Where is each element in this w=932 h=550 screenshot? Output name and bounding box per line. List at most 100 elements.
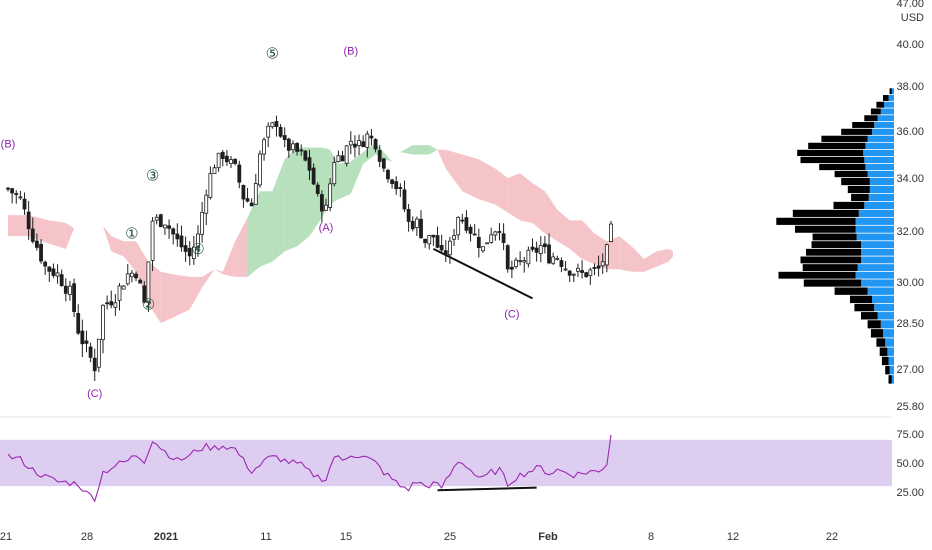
candle-body [505,245,510,270]
cloud-segment-bearish [214,269,223,275]
candle-body [39,243,43,262]
price-trend-line[interactable] [432,247,533,300]
cloud-segment-bullish [297,147,310,247]
volume-profile-up-bar [869,185,894,194]
volume-profile-down-bar [803,279,861,287]
candle-body [369,135,374,139]
cloud-segment-bearish [102,225,112,252]
cloud-segment-bullish [350,152,364,194]
candle-body [427,235,432,245]
candle-body [571,273,576,276]
candle-body [468,226,473,234]
volume-profile-down-bar [812,233,857,241]
cloud-segment-bearish [189,276,203,310]
candle-body [6,187,10,190]
cloud-segment-bearish [202,269,215,288]
cloud-segment-bullish [284,147,298,252]
cloud-segment-bullish [338,161,351,200]
candle-body [534,247,539,253]
volume-profile-up-bar [867,135,894,142]
volume-profile-up-bar [857,264,894,271]
candle-body [361,141,366,148]
wave-label: (B) [1,138,16,150]
rsi-trend-line[interactable] [437,486,537,492]
candle-body [340,155,345,162]
volume-profile-up-bar [865,142,894,149]
candle-body [423,238,428,244]
cloud-segment-bullish [259,191,273,267]
candle-body [14,193,19,195]
candle-body [476,236,481,249]
volume-profile-up-bar [872,295,894,304]
time-tick-label: 2021 [154,531,178,543]
candle-body [138,279,143,284]
volume-profile-down-bar [876,338,886,347]
candle-body [530,246,535,250]
candle-body [167,225,171,229]
cloud-segment-bearish [111,236,124,257]
candle-body [291,143,295,151]
volume-profile-up-bar [868,193,894,202]
candle-body [315,184,320,194]
candle-body [514,259,518,268]
candle-body [216,152,221,169]
price-tick-label: 30.00 [896,277,924,289]
candle-body [410,220,415,230]
candle-body [538,245,543,254]
volume-profile-up-bar [877,312,894,320]
volume-profile-down-bar [870,108,881,115]
cloud-segment-bearish [123,241,137,272]
candle-body [270,122,275,128]
candle-body [448,240,452,256]
candle-body [208,173,213,198]
candle-body [105,302,110,305]
candle-body [125,273,130,285]
candle-body [559,260,564,267]
volume-profile-up-bar [891,375,894,384]
volume-profile-up-bar [858,209,894,217]
price-tick-label: 40.00 [896,39,924,51]
rsi-pane[interactable] [0,434,892,503]
candle-body [551,256,556,264]
candle-body [344,145,349,164]
cloud-segment-bearish [544,191,558,242]
candle-body [543,243,547,248]
cloud-segment-bearish [445,149,463,192]
volume-profile-down-bar [819,163,866,171]
volume-profile-down-bar [800,256,861,264]
cloud-segment-bearish [644,251,657,272]
candle-body [406,209,411,222]
candle-body [30,228,35,242]
cloud-segment-bearish [532,183,545,234]
candle-body [134,273,138,279]
candle-body [439,244,444,251]
price-tick-label-partial: 47.00 [896,0,924,10]
volume-profile-down-bar [800,156,865,164]
candle-body [295,143,300,152]
volume-profile-down-bar [834,287,868,295]
candle-body [472,233,477,236]
candle-body [241,184,246,200]
volume-profile-down-bar [867,320,881,329]
volume-profile-up-bar [885,338,894,347]
candle-body [47,266,52,272]
candle-body [600,261,605,267]
time-tick-label: 11 [260,531,271,543]
cloud-segment-bearish [557,209,570,249]
volume-profile-up-bar [867,170,894,178]
candle-body [489,234,494,243]
candle-body [191,246,196,259]
volume-profile-down-bar [821,135,868,142]
candle-body [196,233,200,249]
time-tick-label: 15 [340,531,352,543]
candle-body [584,272,589,278]
candle-body [22,198,27,210]
candle-body [278,126,283,137]
candle-body [55,272,60,277]
volume-profile-up-bar [891,88,894,95]
candle-body [286,138,291,151]
candle-body [365,133,370,148]
volume-profile-up-bar [856,233,894,241]
volume-profile-up-bar [861,248,894,256]
